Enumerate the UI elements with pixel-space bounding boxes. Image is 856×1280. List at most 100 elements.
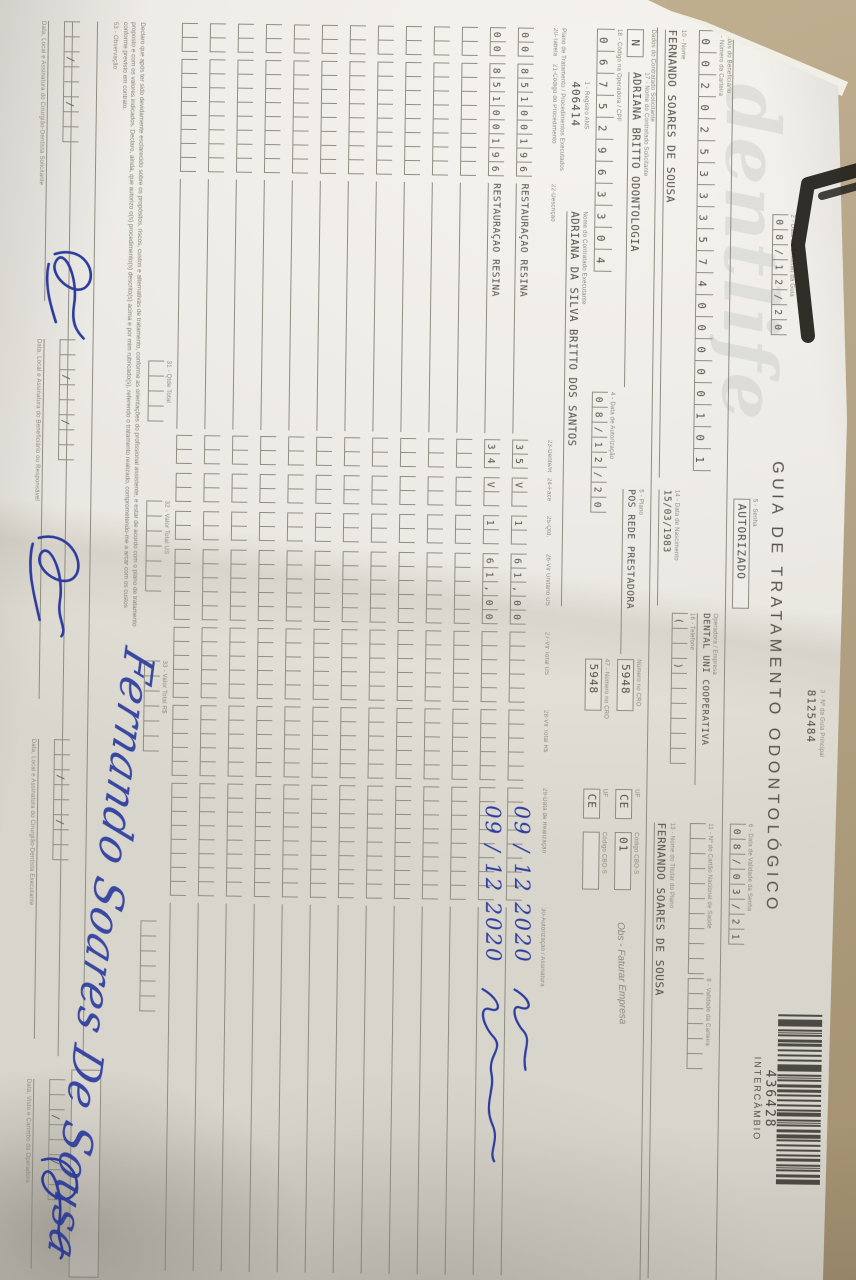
comb-telefone: () <box>669 612 688 785</box>
comb-autorizacao: 0 8/1 2/2 0 <box>590 391 608 513</box>
field-value: 5948 <box>584 658 603 711</box>
cell-descricao <box>344 181 362 432</box>
cell-qtd <box>454 514 472 547</box>
cell-dente <box>343 437 361 469</box>
cell-tabela <box>377 25 395 56</box>
field-nascimento: 14 - Data de Nascimento 15/03/1983 <box>656 489 680 606</box>
cell-tabela <box>433 26 451 56</box>
cell-qtd <box>342 513 360 545</box>
cell-total <box>480 631 498 703</box>
cell-data <box>281 784 300 898</box>
signature-line <box>33 738 53 1040</box>
cell-total <box>396 629 414 702</box>
column-header: 21-Código do Procedimento <box>550 64 558 144</box>
cell-codigo <box>319 60 338 175</box>
cell-data <box>337 785 356 899</box>
column-header: 27-Vlr Total US <box>542 631 550 676</box>
cell-dente <box>455 438 473 471</box>
cell-rs <box>367 707 385 780</box>
cell-tabela <box>209 23 227 53</box>
cell-us <box>397 551 415 624</box>
cell-data <box>197 783 216 897</box>
column-header: 20-Tabela <box>551 28 558 57</box>
cell-codigo <box>403 61 422 176</box>
field-guia-principal: 3 - Nº da Guia Principal 8125484 <box>803 690 825 810</box>
field-operadora: Operadora / Empresa DENTAL UNI COOPERATI… <box>669 612 718 786</box>
field-value: 5948 <box>616 658 635 712</box>
cell-us <box>173 548 191 621</box>
field-label: 9 - Validade da Carteira <box>703 978 711 1047</box>
field-nome-executante: Nome do Contratado Executante ADRIANA DA… <box>560 211 587 607</box>
cell-qtd <box>174 510 192 543</box>
cell-rs <box>199 705 217 777</box>
comb-qtde-total <box>147 360 165 422</box>
cell-codigo <box>291 60 310 174</box>
cell-data <box>365 785 384 900</box>
cell-face <box>231 473 248 506</box>
cell-descricao <box>232 179 250 430</box>
comb-validade-carteira <box>686 977 704 1070</box>
comb-total-extra <box>139 920 157 1012</box>
cell-descricao <box>176 178 194 429</box>
field-cbos: Código CBO-S 01 <box>613 831 639 891</box>
cell-descricao <box>428 182 446 433</box>
field-label: Código CBO-S <box>632 832 639 875</box>
field-validade-carteira: 9 - Validade da Carteira <box>686 977 711 1070</box>
field-value: 406414 <box>568 81 583 128</box>
cell-data <box>169 782 188 897</box>
cell-us <box>201 549 219 621</box>
field-value: 15/03/1983 <box>656 489 673 606</box>
cell-face <box>287 474 304 506</box>
cell-codigo <box>459 62 478 177</box>
barcode-block: 436428 INTERCÂMBIO <box>751 1014 823 1185</box>
cell-qtd <box>426 514 444 546</box>
cell-tabela <box>181 22 199 53</box>
field-value: 8125484 <box>804 689 818 744</box>
cell-data <box>449 786 468 901</box>
signature-scribble-2 <box>29 535 80 638</box>
cell-us <box>313 550 331 623</box>
cell-codigo <box>347 61 366 175</box>
cell-dente <box>315 436 333 469</box>
field-ans: 1 - Registro ANS 406414 <box>568 81 590 171</box>
field-uf-solicitante: UF CE <box>614 788 640 820</box>
cell-descricao <box>400 181 418 433</box>
gto-document: dentlife 3 - Nº da Guia Principal 812548… <box>21 19 838 1280</box>
column-header: 24-Face <box>545 477 552 502</box>
cell-dente <box>203 435 221 467</box>
cell-qtd <box>286 512 304 544</box>
cell-qtd: 1 <box>482 515 500 547</box>
cell-data <box>421 786 440 900</box>
cell-rs <box>507 709 525 781</box>
cell-tabela <box>349 25 367 55</box>
field-label: 1 - Registro ANS <box>582 81 590 130</box>
cell-us <box>425 552 443 624</box>
signature-scribble-1 <box>45 251 92 340</box>
cell-total <box>256 627 274 700</box>
cell-dente <box>371 437 389 470</box>
field-cns: 11 - Nº do Cartão Nacional de Saúde <box>687 823 713 975</box>
column-header: 25-Qtd. <box>544 515 552 538</box>
field-qtde-total: 31 - Qtde Total <box>147 360 171 422</box>
cell-rs <box>171 704 189 777</box>
cell-tabela <box>405 25 423 56</box>
field-label: UF <box>633 789 640 798</box>
cell-qtd <box>202 511 220 543</box>
note-faturar-empresa: Obs - Faturar Empresa <box>614 921 628 1025</box>
cell-codigo <box>179 58 198 173</box>
field-label: 47 - Número no CRO <box>602 658 610 720</box>
cell-codigo <box>431 62 450 176</box>
field-plano: 5 - Plano POS REDE PRESTADORA <box>620 489 644 655</box>
cell-data <box>225 783 244 898</box>
field-uf-executante: UF CE <box>582 788 607 819</box>
handwritten-rubric-row1 <box>513 988 530 1071</box>
field-autorizacao: 4 - Data de Autorização 0 8/1 2/2 0 <box>590 391 615 513</box>
column-header: 22-Descrição <box>549 183 556 222</box>
